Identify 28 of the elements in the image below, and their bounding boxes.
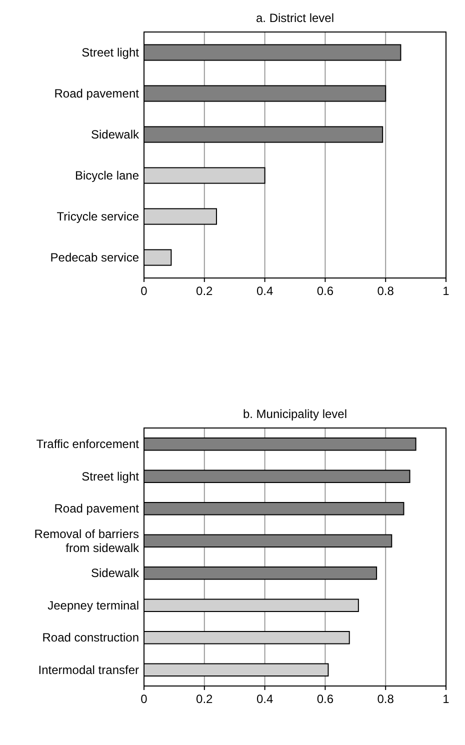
y-tick-label: Street light — [82, 469, 140, 484]
x-tick-label: 0.2 — [196, 692, 214, 706]
y-tick-label: Sidewalk — [90, 566, 140, 580]
x-tick-label: 0 — [140, 692, 148, 706]
x-tick-label: 0.2 — [196, 284, 214, 298]
x-tick-label: 0.8 — [377, 692, 394, 706]
x-tick-label: 0.8 — [377, 284, 394, 298]
y-tick-label: Bicycle lane — [74, 168, 140, 182]
chart-title: a. District level — [256, 11, 334, 25]
x-tick-label: 0.6 — [316, 692, 334, 706]
y-tick-label: Tricycle service — [56, 210, 140, 224]
y-tick-label: Road pavement — [54, 502, 140, 516]
x-tick-label: 0.4 — [256, 284, 274, 298]
x-tick-label: 0.6 — [316, 284, 334, 298]
y-tick-label: Traffic enforcement — [36, 437, 140, 452]
x-tick-label: 0.4 — [256, 692, 274, 706]
y-tick-label: Sidewalk — [90, 128, 140, 142]
chart-title: b. Municipality level — [242, 407, 348, 421]
y-tick-label: Road pavement — [54, 86, 140, 100]
x-tick-label: 1 — [442, 284, 450, 298]
y-tick-label: Road construction — [42, 630, 139, 645]
y-tick-label: Pedecab service — [50, 250, 140, 264]
y-tick-label: Intermodal transfer — [38, 662, 139, 677]
y-tick-label: Street light — [82, 46, 140, 60]
y-tick-label: Jeepney terminal — [48, 598, 139, 612]
x-tick-label: 1 — [442, 692, 450, 706]
y-tick-label: Removal of barriers from sidewalk — [34, 526, 140, 555]
x-tick-label: 0 — [140, 284, 148, 298]
